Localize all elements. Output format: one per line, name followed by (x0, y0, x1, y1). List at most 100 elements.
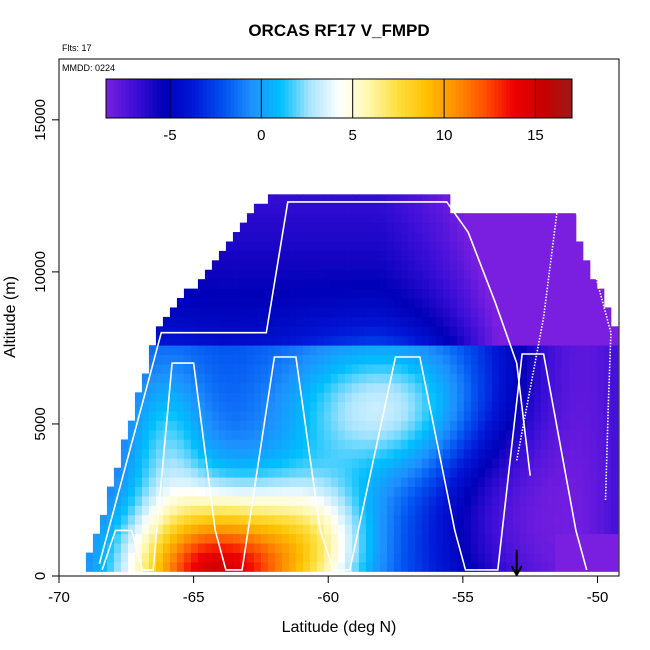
heatmap-cell (470, 279, 479, 290)
heatmap-cell (498, 430, 507, 440)
heatmap-cell (148, 514, 157, 525)
heatmap-cell (169, 543, 178, 553)
heatmap-cell (449, 562, 458, 572)
x-tick-label: -70 (48, 589, 70, 606)
heatmap-cell (526, 552, 535, 563)
heatmap-cell (484, 335, 493, 346)
heatmap-cell (365, 269, 374, 280)
heatmap-cell (491, 392, 500, 403)
heatmap-cell (386, 345, 395, 355)
heatmap-cell (379, 533, 388, 544)
heatmap-cell (561, 250, 570, 261)
heatmap-cell (204, 373, 213, 384)
heatmap-cell (253, 533, 262, 544)
heatmap-cell (211, 486, 220, 497)
heatmap-cell (512, 382, 521, 393)
heatmap-cell (295, 505, 304, 516)
heatmap-cell (274, 496, 283, 506)
heatmap-cell (596, 458, 605, 469)
heatmap-cell (134, 439, 143, 450)
heatmap-cell (379, 232, 388, 242)
heatmap-cell (372, 316, 381, 327)
heatmap-cell (582, 335, 591, 346)
heatmap-cell (386, 307, 395, 318)
heatmap-cell (358, 514, 367, 525)
heatmap-cell (526, 241, 535, 252)
heatmap-cell (288, 524, 297, 535)
heatmap-cell (554, 288, 563, 299)
heatmap-cell (547, 364, 556, 374)
colorbar-segment (459, 79, 464, 118)
heatmap-cell (505, 288, 514, 299)
heatmap-cell (295, 552, 304, 563)
heatmap-cell (533, 430, 542, 440)
heatmap-cell (120, 496, 129, 506)
colorbar-segment (311, 79, 317, 118)
track-profiles (101, 353, 588, 571)
heatmap-cell (323, 430, 332, 440)
heatmap-cell (442, 345, 451, 355)
colorbar-segment (218, 79, 223, 118)
heatmap-cell (372, 241, 381, 252)
heatmap-cell (295, 514, 304, 525)
heatmap-cell (596, 562, 605, 572)
heatmap-cell (148, 382, 157, 393)
heatmap-cell (610, 326, 619, 337)
heatmap-cell (239, 543, 248, 553)
heatmap-cell (267, 354, 276, 365)
heatmap-cell (204, 562, 213, 572)
heatmap-cell (302, 524, 311, 535)
heatmap-cell (512, 298, 521, 308)
heatmap-cell (197, 505, 206, 516)
heatmap-cell (449, 260, 458, 271)
heatmap-cell (162, 354, 171, 365)
heatmap-cell (526, 364, 535, 374)
heatmap-cell (190, 382, 199, 393)
heatmap-cell (281, 203, 290, 214)
heatmap-cell (414, 288, 423, 299)
heatmap-cell (232, 448, 241, 459)
heatmap-cell (554, 458, 563, 469)
heatmap-cell (274, 448, 283, 459)
heatmap-cell (568, 401, 577, 412)
heatmap-cell (295, 448, 304, 459)
heatmap-cell (561, 373, 570, 384)
heatmap-cell (253, 401, 262, 412)
heatmap-cell (428, 307, 437, 318)
heatmap-cell (505, 552, 514, 563)
heatmap-cell (169, 307, 178, 318)
heatmap-cell (477, 458, 486, 469)
heatmap-cell (218, 496, 227, 506)
heatmap-cell (204, 269, 213, 280)
heatmap-cell (351, 496, 360, 506)
heatmap-cell (302, 382, 311, 393)
heatmap-cell (141, 543, 150, 553)
heatmap-cell (442, 260, 451, 271)
heatmap-cell (589, 392, 598, 403)
heatmap-cell (442, 269, 451, 280)
heatmap-cell (589, 316, 598, 327)
heatmap-cell (582, 316, 591, 327)
heatmap-cell (316, 307, 325, 318)
heatmap-cell (316, 288, 325, 299)
heatmap-cell (176, 364, 185, 374)
heatmap-cell (533, 364, 542, 374)
heatmap-cell (246, 213, 255, 224)
colorbar-segment (401, 79, 406, 118)
heatmap-cell (589, 448, 598, 459)
heatmap-cell (176, 316, 185, 327)
heatmap-cell (526, 298, 535, 308)
heatmap-cell (337, 467, 346, 478)
heatmap-cell (582, 279, 591, 290)
heatmap-cell (309, 448, 318, 459)
heatmap-cell (281, 514, 290, 525)
heatmap-cell (568, 430, 577, 440)
heatmap-cell (176, 505, 185, 516)
heatmap-cell (232, 430, 241, 440)
heatmap-cell (190, 335, 199, 346)
heatmap-cell (568, 279, 577, 290)
heatmap-cell (211, 420, 220, 431)
heatmap-cell (316, 279, 325, 290)
heatmap-cell (435, 345, 444, 355)
heatmap-cell (400, 203, 409, 214)
